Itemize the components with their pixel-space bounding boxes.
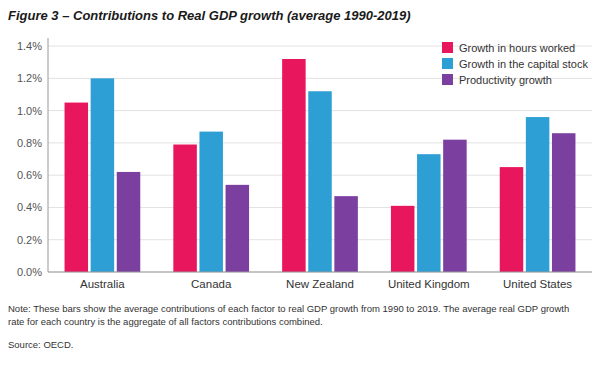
y-tick-label: 1.4% xyxy=(17,40,42,52)
bar xyxy=(443,140,467,272)
y-axis-line xyxy=(48,38,49,272)
bar xyxy=(117,172,141,272)
x-tick-label: Canada xyxy=(191,278,232,290)
bar xyxy=(500,167,524,272)
y-tick-label: 0.0% xyxy=(17,266,42,278)
bar xyxy=(226,185,250,272)
y-tick-label: 0.2% xyxy=(17,234,42,246)
legend: Growth in hours worked Growth in the capi… xyxy=(442,42,589,86)
legend-swatch xyxy=(442,42,453,53)
bar xyxy=(199,132,223,272)
y-tick-label: 0.6% xyxy=(17,169,42,181)
grid xyxy=(48,46,592,272)
notes: Note: These bars show the average contri… xyxy=(8,303,569,350)
y-tick-label: 0.4% xyxy=(17,201,42,213)
y-tick-label: 0.8% xyxy=(17,137,42,149)
bar xyxy=(391,206,415,272)
bar xyxy=(417,154,441,272)
legend-label: Growth in hours worked xyxy=(459,42,575,54)
note: Source: OECD. xyxy=(8,339,73,350)
x-axis-line xyxy=(48,272,592,273)
x-tick-label: United States xyxy=(503,278,572,290)
chart: Figure 3 – Contributions to Real GDP gro… xyxy=(0,0,602,370)
bar xyxy=(552,133,576,272)
y-tick-labels: 0.0% 0.2% 0.4% 0.6% 0.8% 1.0% 1.2% 1.4% xyxy=(17,40,42,278)
x-tick-label: New Zealand xyxy=(286,278,354,290)
bar xyxy=(91,78,115,272)
legend-swatch xyxy=(442,58,453,69)
title: Figure 3 – Contributions to Real GDP gro… xyxy=(8,8,411,23)
bar xyxy=(308,91,332,272)
bar xyxy=(65,103,89,272)
note: rate for each country is the aggregate o… xyxy=(8,316,323,327)
x-tick-label: United Kingdom xyxy=(388,278,470,290)
background xyxy=(0,0,602,370)
note: Note: These bars show the average contri… xyxy=(8,303,569,314)
bar xyxy=(282,59,306,272)
bar xyxy=(173,145,197,272)
x-tick-labels: Australia Canada New Zealand United Kingdom… xyxy=(80,278,572,290)
legend-label: Productivity growth xyxy=(459,74,552,86)
x-tick-label: Australia xyxy=(80,278,125,290)
y-tick-label: 1.0% xyxy=(17,105,42,117)
bar xyxy=(334,196,358,272)
y-tick-label: 1.2% xyxy=(17,72,42,84)
page: {"chart_data": { "type": "bar", "title":… xyxy=(0,0,602,370)
legend-swatch xyxy=(442,74,453,85)
grid-line xyxy=(48,272,592,273)
legend-label: Growth in the capital stock xyxy=(459,58,589,70)
bar xyxy=(526,117,550,272)
bars xyxy=(65,59,576,272)
